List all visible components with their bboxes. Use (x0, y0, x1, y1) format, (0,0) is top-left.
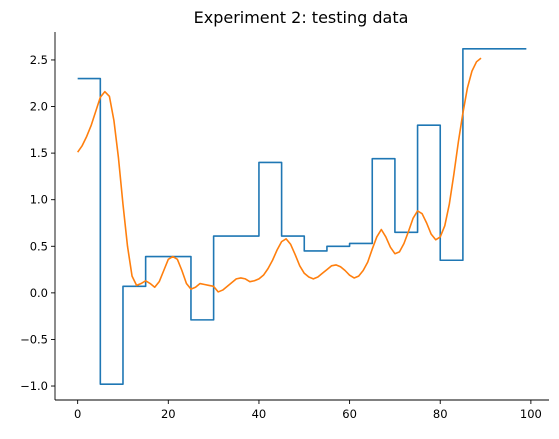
y-tick-label: 1.0 (30, 193, 48, 207)
x-tick-label: 0 (74, 407, 81, 421)
series-line-2 (77, 57, 482, 293)
series-layer (77, 47, 527, 385)
y-tick-label: 1.5 (30, 146, 48, 160)
y-tick-label: 2.0 (30, 100, 48, 114)
y-tick-label: 2.5 (30, 53, 48, 67)
chart-title: Experiment 2: testing data (194, 8, 409, 27)
y-tick-label: −0.5 (20, 332, 48, 346)
x-tick-label: 40 (252, 407, 267, 421)
x-tick-label: 100 (520, 407, 542, 421)
x-tick-label: 60 (342, 407, 357, 421)
x-tick-label: 20 (161, 407, 176, 421)
y-tick-label: 0.5 (30, 239, 48, 253)
series-line-1 (77, 47, 527, 385)
axes-layer: 0 20 40 60 80 100 −1.0 −0.5 0.0 0.5 1.0 1.5 2.0 2.5 (20, 32, 549, 421)
y-tick-label: 0.0 (30, 286, 48, 300)
x-tick-label: 80 (433, 407, 448, 421)
y-tick-label: −1.0 (20, 379, 48, 393)
